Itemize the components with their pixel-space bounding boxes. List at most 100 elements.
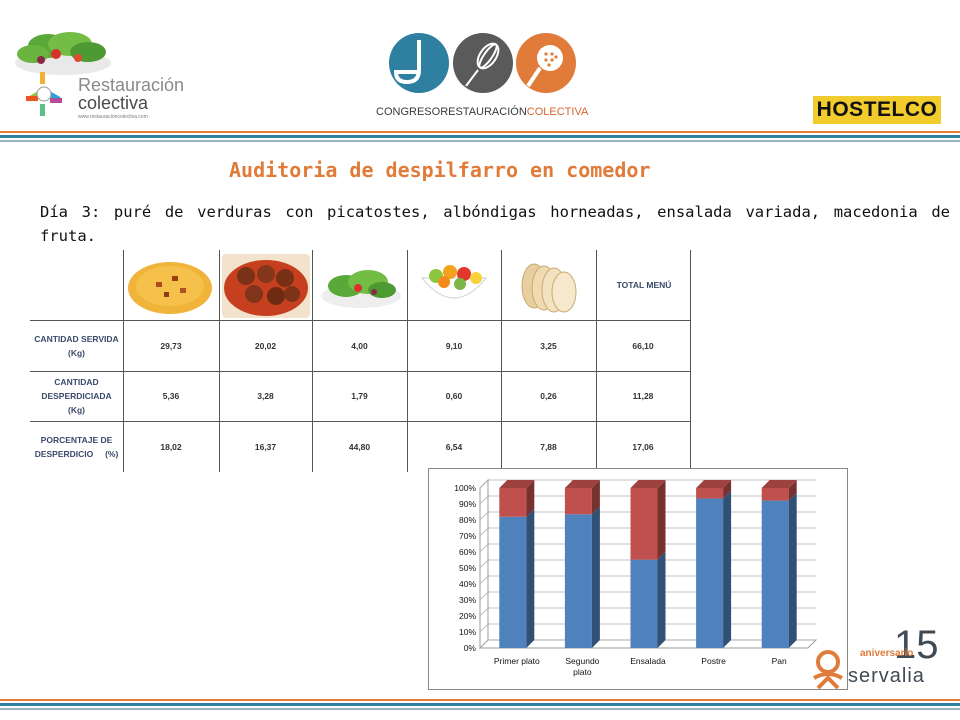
congress-part3: COLECTIVA: [526, 106, 589, 118]
x-tick-label: Segundo plato: [565, 656, 599, 677]
table-cell: 1,79: [351, 391, 368, 401]
bar-side: [591, 506, 600, 648]
bar-segment-desperdiciado: [564, 480, 600, 515]
y-tick-label: 10%: [459, 627, 476, 637]
table-divider: [312, 250, 313, 472]
table-cell: 5,36: [162, 391, 180, 401]
pan-image: [521, 263, 577, 313]
x-tick-label: Pan: [772, 656, 787, 666]
row-label-porcentaje-desperdicio: PORCENTAJE DE DESPERDICIO (%): [34, 434, 119, 459]
bar-side: [723, 480, 732, 499]
bar-side: [657, 551, 666, 648]
table-cell: 16,37: [254, 441, 277, 452]
congress-part1: CONGRESO: [376, 106, 441, 118]
table-cell: 20,02: [254, 340, 277, 351]
table-cell: 17,06: [632, 441, 654, 452]
table-divider: [30, 371, 691, 372]
macedonia-image: [420, 265, 488, 299]
table-cell: 4,00: [351, 340, 368, 351]
y-tick-label: 90%: [459, 499, 476, 509]
menu-description: Día 3: puré de verduras con picatostes, …: [40, 203, 950, 245]
table-divider: [30, 421, 691, 422]
y-tick-label: 50%: [459, 563, 476, 573]
anniversary-text: aniversario: [860, 648, 913, 659]
bar-segment-consumido: [499, 508, 535, 648]
salad-bowl-icon: [15, 32, 111, 116]
whisk-icon: [465, 42, 500, 87]
bar-segment-desperdiciado: [696, 480, 732, 499]
bar-segment-consumido: [630, 551, 666, 648]
table-divider: [690, 250, 691, 472]
footer-stripe-blue: [0, 703, 960, 706]
anniversary-number: 15: [894, 623, 939, 667]
bar-front: [696, 498, 724, 648]
table-cell: 7,88: [540, 441, 557, 452]
waste-stacked-bar-chart: 0% 10% 20% 30% 40% 50% 60% 70% 80% 90% 100% Primer…: [428, 468, 848, 690]
bar-front: [761, 500, 789, 648]
table-divider: [219, 250, 220, 472]
bar-front: [761, 488, 789, 501]
bar-segment-consumido: [696, 490, 732, 648]
bar-front: [564, 488, 592, 515]
x-tick-label: Primer plato: [494, 656, 540, 666]
bar-segment-consumido: [564, 506, 600, 648]
table-cell: 3,25: [540, 340, 557, 351]
bar-side: [526, 508, 535, 648]
y-tick-label: 80%: [459, 515, 476, 525]
table-cell: 3,28: [257, 391, 274, 401]
table-cell: 6,54: [445, 441, 463, 452]
albondigas-image: [222, 254, 310, 318]
x-tick-label: Ensalada: [630, 656, 666, 666]
footer-stripe-orange: [0, 699, 960, 701]
whisk-circle-icon: [453, 33, 513, 93]
row-label-cantidad-desperdiciada: CANTIDAD DESPERDICIADA (Kg): [41, 377, 112, 415]
skimmer-icon: [526, 45, 563, 88]
servalia-anniversary-logo: 15 aniversario servalia: [813, 623, 939, 690]
bar-side: [591, 480, 600, 515]
congress-part2: RESTAURACIÓN: [440, 106, 527, 118]
header-stripe-gray: [0, 140, 960, 142]
table-cell: 0,26: [540, 391, 557, 401]
servalia-person-icon: [813, 650, 843, 690]
bar-front: [630, 559, 658, 648]
table-cell: 18,02: [160, 441, 182, 452]
table-cell: 9,10: [445, 340, 463, 351]
bar-top: [499, 480, 535, 488]
y-tick-label: 60%: [459, 547, 476, 557]
bar-side: [657, 480, 666, 560]
bar-segment-desperdiciado: [761, 480, 797, 501]
bar-side: [723, 490, 732, 648]
bar-top: [630, 480, 666, 488]
table-divider: [123, 250, 124, 472]
bar-side: [526, 480, 535, 517]
pure-verduras-image: [128, 262, 212, 314]
table-cell: 11,28: [632, 391, 654, 401]
bar-front: [499, 488, 527, 517]
x-tick-label: Postre: [701, 656, 726, 666]
bar-segment-consumido: [761, 492, 797, 648]
y-tick-label: 70%: [459, 531, 476, 541]
bar-segment-desperdiciado: [499, 480, 535, 517]
table-divider: [407, 250, 408, 472]
bar-front: [564, 514, 592, 648]
bar-top: [696, 480, 732, 488]
y-tick-label: 30%: [459, 595, 476, 605]
hostelco-logo: HOSTELCO: [813, 96, 941, 124]
bar-top: [564, 480, 600, 488]
logo-url: www.restauracioncolectiva.com: [78, 114, 148, 120]
bar-front: [696, 488, 724, 499]
table-divider: [30, 320, 691, 321]
bar-segment-desperdiciado: [630, 480, 666, 560]
congress-logo-text: CONGRESORESTAURACIÓNCOLECTIVA: [376, 106, 588, 118]
table-cell: 66,10: [632, 340, 654, 351]
slide-title: Auditoria de despilfarro en comedor: [229, 158, 651, 182]
total-menu-header: TOTAL MENÚ: [616, 280, 672, 290]
table-divider: [596, 250, 597, 472]
ladle-icon: [393, 40, 421, 85]
header-stripe-orange: [0, 131, 960, 133]
congress-logo: [388, 32, 578, 94]
footer-stripe-gray: [0, 708, 960, 710]
row-label-cantidad-servida: CANTIDAD SERVIDA (Kg): [34, 333, 119, 358]
y-tick-label: 40%: [459, 579, 476, 589]
header-stripe-blue: [0, 135, 960, 138]
